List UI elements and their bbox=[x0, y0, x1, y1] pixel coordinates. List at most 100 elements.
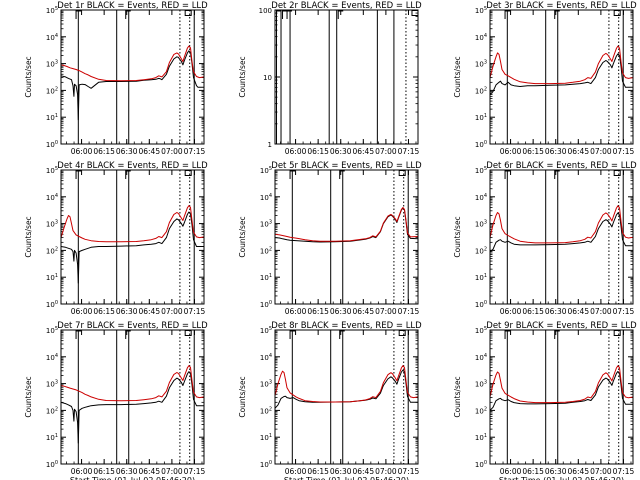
y-tick-label: 102 bbox=[260, 406, 272, 415]
y-tick-label: 103 bbox=[260, 220, 272, 229]
x-tick-label: 06:15 bbox=[93, 467, 115, 476]
plot-frame bbox=[489, 169, 634, 305]
box-marker bbox=[184, 330, 192, 336]
x-tick-label: 06:00 bbox=[500, 307, 522, 316]
plot-frame bbox=[60, 169, 205, 305]
flag-marker bbox=[554, 170, 560, 179]
events-series-line bbox=[60, 371, 204, 444]
x-tick-label: 07:15 bbox=[398, 147, 420, 156]
x-tick-label: 07:00 bbox=[375, 147, 397, 156]
y-tick-label: 100 bbox=[260, 460, 272, 469]
y-tick-label: 102 bbox=[475, 246, 487, 255]
y-tick-label: 104 bbox=[46, 193, 58, 202]
box-marker bbox=[613, 170, 621, 176]
panel-p6: Det 6r BLACK = Events, RED = LLD Counts/s… bbox=[453, 161, 637, 316]
x-tick-label: 07:15 bbox=[398, 307, 420, 316]
plot-frame bbox=[489, 329, 634, 465]
x-tick-label: 06:00 bbox=[71, 147, 93, 156]
x-tick-label: 06:15 bbox=[522, 467, 544, 476]
x-tick-label: 06:45 bbox=[567, 147, 589, 156]
x-tick-label: 06:30 bbox=[116, 467, 138, 476]
y-tick-label: 105 bbox=[475, 166, 487, 175]
box-marker bbox=[613, 330, 621, 336]
y-tick-label: 105 bbox=[46, 326, 58, 335]
y-tick-label: 103 bbox=[475, 60, 487, 69]
panel-title: Det 8r BLACK = Events, RED = LLD bbox=[271, 321, 422, 331]
y-tick-label: 103 bbox=[46, 380, 58, 389]
y-tick-label: 100 bbox=[46, 140, 58, 149]
panel-p9: Det 9r BLACK = Events, RED = LLD Counts/s… bbox=[453, 321, 637, 480]
events-series-line bbox=[274, 369, 418, 409]
x-tick-label: 06:15 bbox=[522, 307, 544, 316]
flag-marker bbox=[289, 170, 296, 179]
events-series-line bbox=[489, 212, 633, 252]
x-tick-label: 06:15 bbox=[307, 467, 329, 476]
flag-marker bbox=[504, 330, 511, 339]
lld-series-line bbox=[274, 365, 419, 403]
y-tick-label: 101 bbox=[46, 273, 58, 282]
x-tick-label: 06:15 bbox=[522, 147, 544, 156]
y-axis-label: Counts/sec bbox=[24, 56, 33, 97]
y-tick-label: 102 bbox=[46, 86, 58, 95]
y-axis-label: Counts/sec bbox=[453, 56, 462, 97]
x-tick-label: 07:00 bbox=[590, 307, 612, 316]
flag-marker bbox=[75, 10, 82, 19]
x-tick-label: 07:00 bbox=[375, 467, 397, 476]
x-tick-label: 06:15 bbox=[93, 307, 115, 316]
flag-marker bbox=[75, 330, 82, 339]
events-series-line bbox=[274, 207, 419, 243]
flag-marker bbox=[75, 170, 82, 179]
flag-marker bbox=[125, 170, 131, 179]
panel-p1: Det 1r BLACK = Events, RED = LLD Counts/s… bbox=[24, 1, 208, 156]
x-tick-label: 07:00 bbox=[161, 467, 183, 476]
x-tick-label: 06:30 bbox=[330, 147, 352, 156]
y-axis-label: Counts/sec bbox=[238, 376, 247, 417]
y-tick-label: 100 bbox=[475, 140, 487, 149]
x-tick-label: 06:30 bbox=[545, 147, 567, 156]
y-tick-label: 1 bbox=[268, 141, 272, 149]
x-tick-label: 06:30 bbox=[330, 467, 352, 476]
y-tick-label: 103 bbox=[475, 380, 487, 389]
x-tick-label: 06:00 bbox=[71, 467, 93, 476]
y-tick-label: 101 bbox=[260, 273, 272, 282]
flag-marker bbox=[554, 10, 560, 19]
box-marker bbox=[184, 10, 192, 16]
y-tick-label: 104 bbox=[260, 193, 272, 202]
y-tick-label: 103 bbox=[260, 380, 272, 389]
x-axis-label: Start Time (01-Jul-02 05:46:20) bbox=[499, 476, 624, 480]
x-tick-label: 06:00 bbox=[285, 147, 307, 156]
x-tick-label: 06:30 bbox=[545, 307, 567, 316]
x-tick-label: 07:15 bbox=[613, 467, 635, 476]
flag-marker bbox=[337, 10, 344, 19]
x-tick-label: 06:45 bbox=[138, 147, 160, 156]
panel-title: Det 6r BLACK = Events, RED = LLD bbox=[486, 161, 637, 171]
y-tick-label: 101 bbox=[475, 433, 487, 442]
y-tick-label: 102 bbox=[260, 246, 272, 255]
y-tick-label: 102 bbox=[46, 406, 58, 415]
y-tick-label: 105 bbox=[260, 326, 272, 335]
y-tick-label: 105 bbox=[475, 6, 487, 15]
flag-marker bbox=[504, 10, 511, 19]
events-series-line bbox=[60, 211, 204, 284]
lld-series-line bbox=[489, 365, 634, 404]
x-tick-label: 06:00 bbox=[285, 467, 307, 476]
x-tick-label: 07:00 bbox=[375, 307, 397, 316]
y-axis-label: Counts/sec bbox=[238, 216, 247, 257]
plot-frame bbox=[274, 9, 419, 145]
y-tick-label: 104 bbox=[46, 33, 58, 42]
lld-series-line bbox=[489, 45, 634, 85]
y-tick-label: 102 bbox=[46, 246, 58, 255]
plot-frame bbox=[274, 329, 419, 465]
x-tick-label: 06:30 bbox=[545, 467, 567, 476]
events-series-line bbox=[489, 53, 633, 95]
x-tick-label: 06:45 bbox=[567, 467, 589, 476]
x-tick-label: 06:00 bbox=[500, 467, 522, 476]
plot-frame bbox=[489, 9, 634, 145]
flag-marker bbox=[286, 10, 293, 19]
y-tick-label: 105 bbox=[475, 326, 487, 335]
y-tick-label: 101 bbox=[475, 273, 487, 282]
plot-frame bbox=[60, 9, 205, 145]
y-tick-label: 103 bbox=[46, 220, 58, 229]
y-tick-label: 102 bbox=[475, 86, 487, 95]
